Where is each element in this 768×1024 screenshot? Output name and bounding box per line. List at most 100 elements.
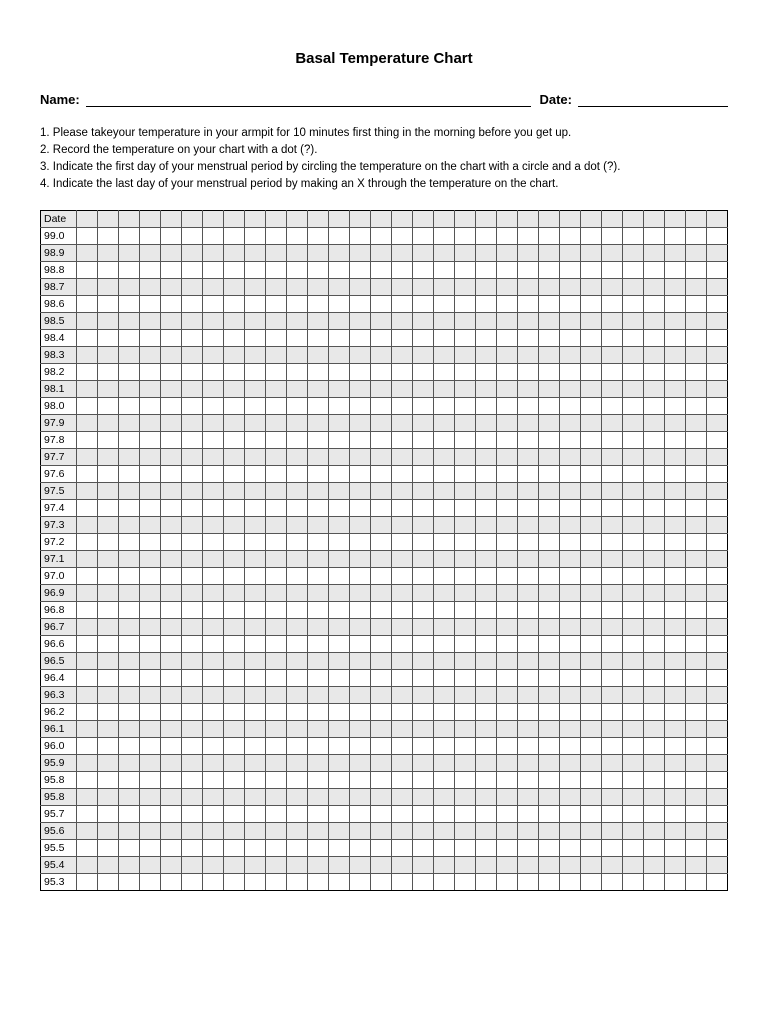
chart-cell[interactable] <box>413 279 434 296</box>
chart-cell[interactable] <box>644 772 665 789</box>
chart-cell[interactable] <box>161 381 182 398</box>
chart-cell[interactable] <box>98 313 119 330</box>
chart-cell[interactable] <box>644 551 665 568</box>
chart-cell[interactable] <box>329 789 350 806</box>
chart-cell[interactable] <box>518 296 539 313</box>
chart-cell[interactable] <box>434 483 455 500</box>
chart-cell[interactable] <box>266 483 287 500</box>
chart-cell[interactable] <box>560 364 581 381</box>
date-column-cell[interactable] <box>686 211 707 228</box>
chart-cell[interactable] <box>413 245 434 262</box>
chart-cell[interactable] <box>476 296 497 313</box>
chart-cell[interactable] <box>665 789 686 806</box>
chart-cell[interactable] <box>518 789 539 806</box>
chart-cell[interactable] <box>119 704 140 721</box>
chart-cell[interactable] <box>203 585 224 602</box>
chart-cell[interactable] <box>644 466 665 483</box>
chart-cell[interactable] <box>581 806 602 823</box>
chart-cell[interactable] <box>392 517 413 534</box>
chart-cell[interactable] <box>560 381 581 398</box>
chart-cell[interactable] <box>497 381 518 398</box>
chart-cell[interactable] <box>182 551 203 568</box>
chart-cell[interactable] <box>539 874 560 891</box>
chart-cell[interactable] <box>182 432 203 449</box>
chart-cell[interactable] <box>497 721 518 738</box>
chart-cell[interactable] <box>77 772 98 789</box>
chart-cell[interactable] <box>140 313 161 330</box>
chart-cell[interactable] <box>455 806 476 823</box>
chart-cell[interactable] <box>434 551 455 568</box>
chart-cell[interactable] <box>308 449 329 466</box>
chart-cell[interactable] <box>203 619 224 636</box>
chart-cell[interactable] <box>287 449 308 466</box>
chart-cell[interactable] <box>392 857 413 874</box>
chart-cell[interactable] <box>119 330 140 347</box>
chart-cell[interactable] <box>518 398 539 415</box>
chart-cell[interactable] <box>413 840 434 857</box>
chart-cell[interactable] <box>497 500 518 517</box>
chart-cell[interactable] <box>686 330 707 347</box>
chart-cell[interactable] <box>308 619 329 636</box>
chart-cell[interactable] <box>203 398 224 415</box>
chart-cell[interactable] <box>518 602 539 619</box>
chart-cell[interactable] <box>266 313 287 330</box>
chart-cell[interactable] <box>266 245 287 262</box>
chart-cell[interactable] <box>476 483 497 500</box>
chart-cell[interactable] <box>392 398 413 415</box>
chart-cell[interactable] <box>539 687 560 704</box>
chart-cell[interactable] <box>350 670 371 687</box>
chart-cell[interactable] <box>602 704 623 721</box>
chart-cell[interactable] <box>518 772 539 789</box>
chart-cell[interactable] <box>455 296 476 313</box>
chart-cell[interactable] <box>644 262 665 279</box>
chart-cell[interactable] <box>371 704 392 721</box>
chart-cell[interactable] <box>161 364 182 381</box>
chart-cell[interactable] <box>686 704 707 721</box>
chart-cell[interactable] <box>329 551 350 568</box>
chart-cell[interactable] <box>413 466 434 483</box>
chart-cell[interactable] <box>266 415 287 432</box>
chart-cell[interactable] <box>686 381 707 398</box>
chart-cell[interactable] <box>77 415 98 432</box>
chart-cell[interactable] <box>476 432 497 449</box>
chart-cell[interactable] <box>686 279 707 296</box>
chart-cell[interactable] <box>98 823 119 840</box>
chart-cell[interactable] <box>77 738 98 755</box>
chart-cell[interactable] <box>623 619 644 636</box>
chart-cell[interactable] <box>623 245 644 262</box>
chart-cell[interactable] <box>602 772 623 789</box>
chart-cell[interactable] <box>539 517 560 534</box>
chart-cell[interactable] <box>245 840 266 857</box>
chart-cell[interactable] <box>623 381 644 398</box>
chart-cell[interactable] <box>476 806 497 823</box>
chart-cell[interactable] <box>266 687 287 704</box>
chart-cell[interactable] <box>707 449 728 466</box>
chart-cell[interactable] <box>707 602 728 619</box>
chart-cell[interactable] <box>224 347 245 364</box>
chart-cell[interactable] <box>161 228 182 245</box>
date-column-cell[interactable] <box>539 211 560 228</box>
chart-cell[interactable] <box>518 483 539 500</box>
chart-cell[interactable] <box>707 568 728 585</box>
chart-cell[interactable] <box>644 330 665 347</box>
chart-cell[interactable] <box>581 296 602 313</box>
chart-cell[interactable] <box>287 738 308 755</box>
chart-cell[interactable] <box>644 279 665 296</box>
chart-cell[interactable] <box>707 466 728 483</box>
chart-cell[interactable] <box>224 398 245 415</box>
chart-cell[interactable] <box>203 636 224 653</box>
chart-cell[interactable] <box>182 619 203 636</box>
chart-cell[interactable] <box>434 245 455 262</box>
chart-cell[interactable] <box>539 551 560 568</box>
chart-cell[interactable] <box>476 364 497 381</box>
chart-cell[interactable] <box>455 585 476 602</box>
chart-cell[interactable] <box>371 534 392 551</box>
chart-cell[interactable] <box>539 364 560 381</box>
chart-cell[interactable] <box>518 466 539 483</box>
chart-cell[interactable] <box>371 857 392 874</box>
chart-cell[interactable] <box>434 840 455 857</box>
chart-cell[interactable] <box>560 789 581 806</box>
chart-cell[interactable] <box>140 262 161 279</box>
chart-cell[interactable] <box>560 551 581 568</box>
chart-cell[interactable] <box>497 262 518 279</box>
